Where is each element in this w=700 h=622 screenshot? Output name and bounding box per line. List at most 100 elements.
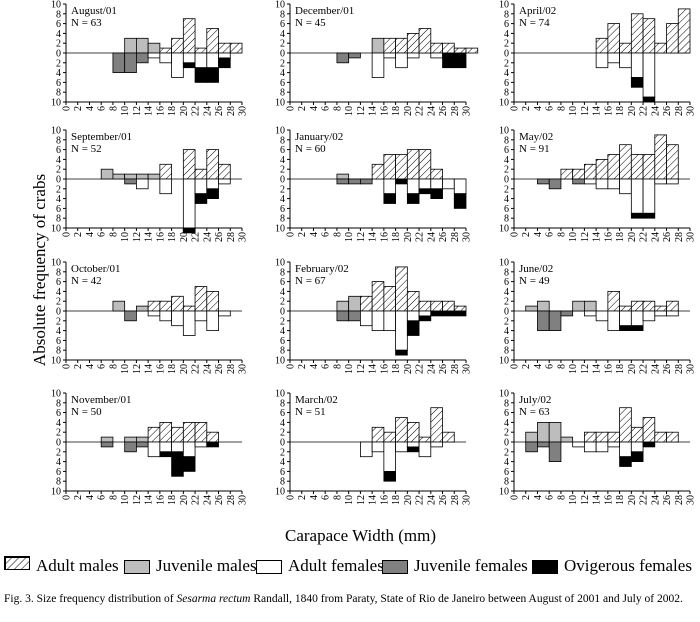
y-tick-label: 6 (280, 336, 285, 347)
bar-juvenile-females (124, 178, 137, 185)
bar-adult-females (136, 178, 149, 190)
bar-adult-males (194, 286, 208, 312)
bar-adult-females (442, 178, 455, 190)
x-tick-label: 8 (108, 232, 119, 237)
y-tick-label: 2 (280, 428, 285, 439)
x-tick-label: 22 (191, 364, 202, 374)
x-tick-label: 20 (179, 106, 190, 116)
bar-ovigerous-females (642, 212, 656, 219)
y-axis-title: Absolute frequency of crabs (30, 173, 49, 367)
x-tick-label: 6 (97, 106, 108, 111)
x-tick-label: 8 (556, 106, 567, 111)
bar-adult-females (147, 52, 161, 59)
y-tick-label: 4 (56, 418, 61, 429)
x-tick-label: 16 (603, 364, 614, 374)
bar-adult-females (194, 310, 208, 322)
bar-ovigerous-females (182, 227, 196, 234)
x-tick-label: 8 (556, 495, 567, 500)
x-tick-label: 8 (332, 364, 343, 369)
y-tick-label: 10 (275, 389, 285, 400)
x-tick-label: 8 (108, 106, 119, 111)
y-tick-label: 10 (51, 0, 61, 11)
x-tick-label: 10 (568, 364, 579, 374)
bar-adult-females (171, 310, 184, 327)
bar-adult-females (406, 178, 420, 195)
x-tick-label: 16 (603, 106, 614, 116)
y-tick-label: 8 (280, 214, 285, 225)
bar-adult-females (453, 178, 467, 195)
x-tick-label: 4 (85, 495, 96, 500)
x-tick-label: 24 (202, 495, 213, 505)
x-tick-label: 26 (662, 364, 673, 374)
x-tick-label: 30 (462, 106, 473, 116)
bar-adult-females (406, 52, 420, 59)
panel-n-august-01: N = 63 (71, 17, 102, 29)
panel-n-february-02: N = 67 (295, 275, 326, 287)
y-tick-label: 2 (504, 316, 509, 327)
bar-ovigerous-females (194, 193, 208, 204)
bar-juvenile-males (136, 173, 149, 180)
y-tick-label: 2 (56, 297, 61, 308)
bar-adult-males (383, 37, 397, 54)
x-tick-label: 16 (155, 364, 166, 374)
y-tick-label: 2 (56, 428, 61, 439)
x-tick-label: 8 (332, 232, 343, 237)
bar-adult-females (182, 310, 196, 336)
bar-adult-males (218, 163, 231, 180)
caption-species: Sesarma rectum (176, 593, 251, 605)
x-tick-label: 12 (132, 232, 143, 242)
bar-adult-females (418, 178, 432, 190)
x-tick-label: 2 (73, 232, 84, 237)
y-tick-label: 0 (280, 175, 285, 186)
bar-adult-males (595, 37, 609, 54)
bar-adult-males (607, 23, 621, 54)
bar-adult-females (630, 441, 644, 453)
x-tick-label: 2 (73, 495, 84, 500)
y-tick-label: 0 (504, 49, 509, 60)
y-tick-label: 8 (504, 9, 509, 20)
bar-adult-males (654, 431, 667, 443)
y-tick-label: 4 (504, 155, 509, 166)
bar-adult-females (171, 441, 184, 453)
bar-adult-females (159, 441, 173, 453)
bar-adult-males (383, 286, 397, 312)
x-tick-label: 12 (132, 106, 143, 116)
x-axis-title: Carapace Width (mm) (285, 526, 436, 545)
x-tick-label: 14 (592, 232, 603, 242)
y-tick-label: 6 (504, 204, 509, 215)
bar-adult-females (607, 52, 621, 64)
x-tick-label: 28 (450, 364, 461, 374)
y-tick-label: 6 (280, 78, 285, 89)
panel-n-june-02: N = 49 (519, 275, 550, 287)
bar-juvenile-females (572, 178, 585, 185)
bar-adult-females (595, 310, 609, 322)
x-tick-label: 0 (62, 364, 73, 369)
x-tick-label: 2 (521, 495, 532, 500)
bar-juvenile-females (560, 310, 574, 317)
bar-juvenile-females (112, 52, 126, 74)
x-tick-label: 6 (321, 495, 332, 500)
bar-adult-females (147, 310, 161, 317)
bar-juvenile-males (112, 300, 126, 312)
panel-n-march-02: N = 51 (295, 406, 326, 418)
bar-juvenile-males (336, 173, 350, 180)
x-tick-label: 0 (62, 106, 73, 111)
x-tick-label: 28 (674, 232, 685, 242)
x-tick-label: 10 (120, 364, 131, 374)
y-tick-label: 2 (56, 316, 61, 327)
y-tick-label: 8 (56, 267, 61, 278)
bar-adult-males (595, 158, 609, 180)
y-tick-label: 4 (280, 155, 285, 166)
x-tick-label: 30 (462, 364, 473, 374)
bar-adult-males (453, 305, 467, 312)
bar-ovigerous-females (619, 325, 632, 332)
panel-title-october-01: October/01 (71, 263, 120, 275)
bar-adult-females (182, 441, 196, 458)
y-tick-label: 8 (280, 135, 285, 146)
bar-ovigerous-females (642, 96, 656, 103)
bar-adult-females (584, 441, 597, 453)
